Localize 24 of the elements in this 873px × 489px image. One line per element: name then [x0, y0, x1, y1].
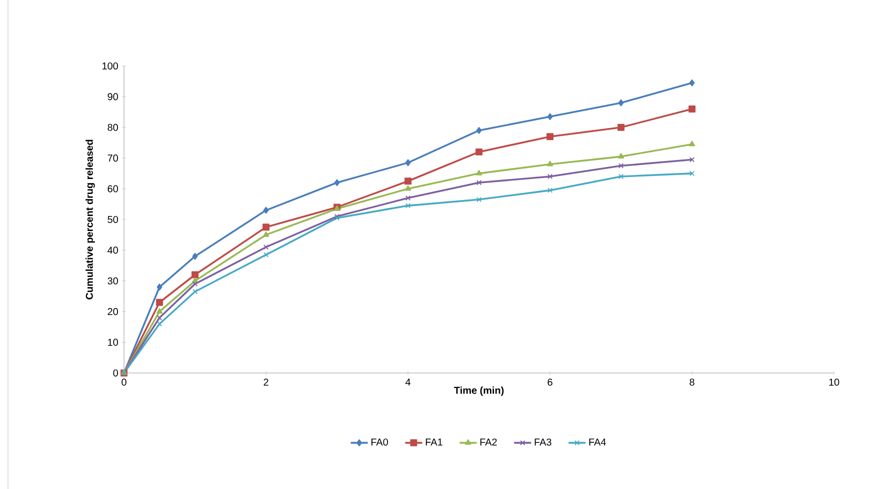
legend-label: FA2: [480, 438, 497, 446]
legend-label: FA4: [589, 438, 606, 446]
y-tick-label: 30: [108, 277, 118, 284]
legend-label: FA1: [426, 438, 442, 446]
y-tick-label: 80: [108, 124, 118, 131]
y-tick-label: 10: [108, 338, 118, 346]
y-tick-label: 60: [108, 185, 118, 192]
x-tick-label: 2: [264, 378, 268, 386]
legend-label: FA0: [371, 438, 388, 446]
y-tick-label: 20: [108, 308, 118, 316]
x-axis-title: Time (min): [454, 386, 504, 396]
y-axis-title: Cumulative percent drug released: [86, 140, 95, 300]
y-tick-label: 40: [108, 246, 118, 254]
y-tick-label: 100: [102, 62, 118, 70]
x-tick-label: 4: [405, 378, 410, 386]
y-tick-label: 90: [108, 93, 118, 100]
x-tick-label: 0: [122, 378, 126, 386]
x-tick-label: 8: [690, 378, 694, 386]
x-tick-label: 10: [829, 378, 840, 386]
y-tick-label: 50: [108, 216, 118, 224]
y-tick-label: 0: [113, 369, 118, 377]
x-tick-label: 6: [548, 378, 552, 386]
legend-label: FA3: [534, 438, 552, 446]
y-tick-label: 70: [108, 154, 118, 162]
